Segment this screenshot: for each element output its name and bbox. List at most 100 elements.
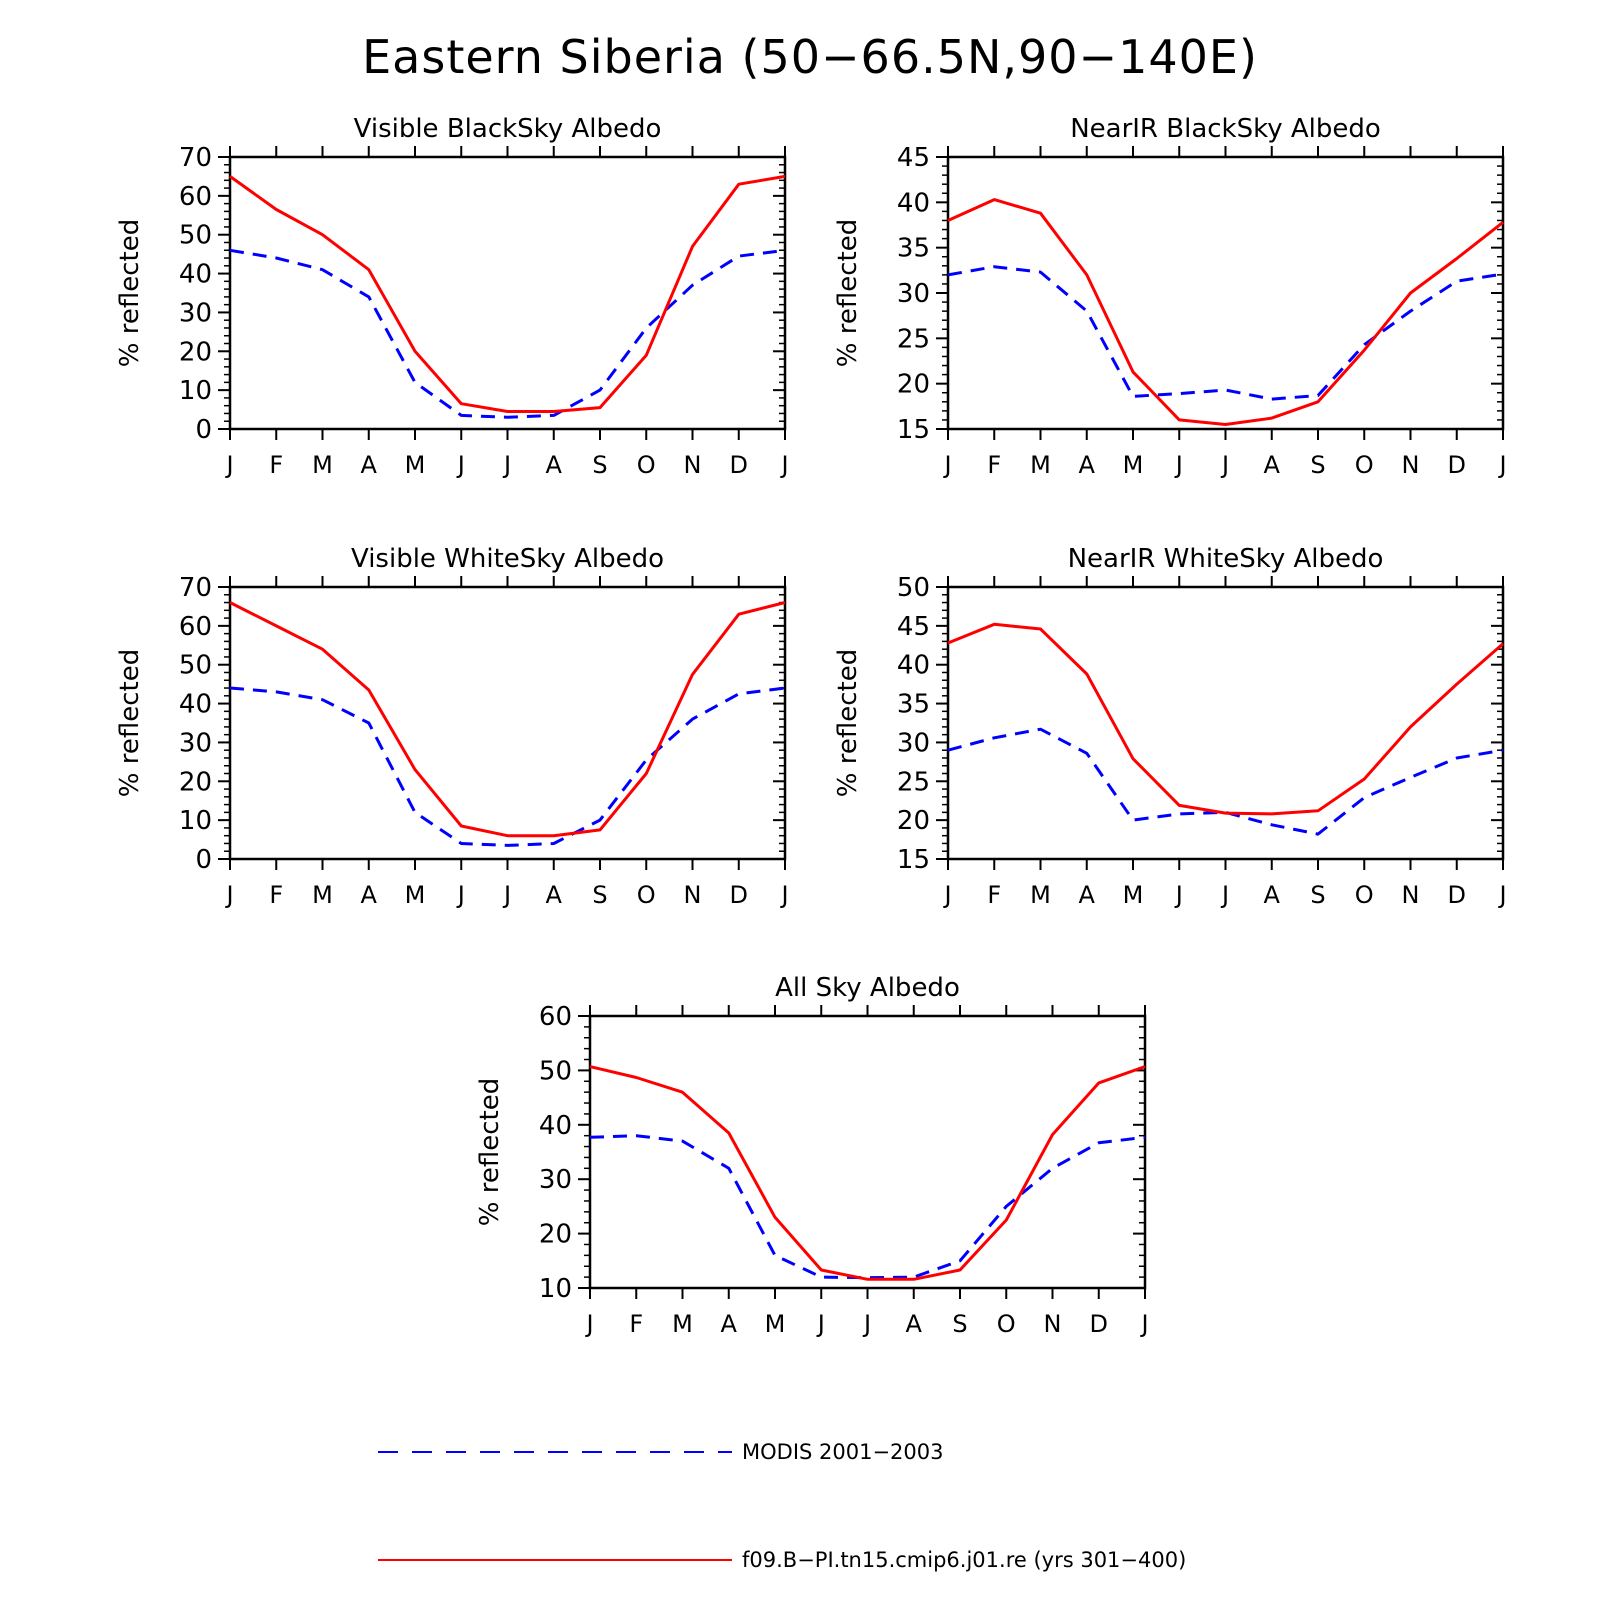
y-tick-label: 10 — [179, 376, 212, 406]
figure-title: Eastern Siberia (50−66.5N,90−140E) — [362, 30, 1258, 84]
y-tick-label: 40 — [179, 690, 212, 720]
y-axis-label: % reflected — [475, 1078, 505, 1226]
plot-frame — [228, 155, 787, 431]
x-tick-label: J — [456, 881, 465, 909]
x-tick-label: J — [584, 1310, 593, 1338]
x-tick-label: M — [405, 881, 426, 909]
series-line-modis — [229, 248, 786, 419]
y-tick-label: 20 — [897, 370, 930, 400]
y-tick-label: 35 — [897, 234, 930, 264]
series-line-model — [229, 601, 786, 838]
series-line-modis — [229, 686, 786, 847]
x-tick-label: N — [1044, 1310, 1062, 1338]
x-tick-label: M — [1030, 451, 1051, 479]
panel-title: All Sky Albedo — [775, 973, 960, 1003]
plot-frame — [228, 585, 787, 861]
panel-title: Visible WhiteSky Albedo — [351, 544, 664, 574]
series-line-modis — [947, 727, 1504, 836]
series-line-model — [947, 198, 1504, 426]
panel-title: NearIR BlackSky Albedo — [1070, 114, 1381, 144]
y-tick-label: 60 — [539, 1002, 572, 1032]
x-tick-label: O — [1355, 451, 1374, 479]
x-tick-label: S — [592, 451, 607, 479]
x-tick-label: D — [1090, 1310, 1108, 1338]
x-tick-label: A — [546, 451, 563, 479]
panel-title: Visible BlackSky Albedo — [354, 114, 662, 144]
x-tick-label: J — [779, 451, 788, 479]
y-tick-label: 50 — [897, 573, 930, 603]
series-line-modis — [947, 265, 1504, 401]
x-tick-label: O — [637, 451, 656, 479]
y-tick-label: 45 — [897, 143, 930, 173]
x-tick-label: O — [637, 881, 656, 909]
x-tick-label: J — [942, 451, 951, 479]
x-tick-label: J — [502, 881, 511, 909]
y-tick-label: 50 — [179, 651, 212, 681]
y-tick-label: 40 — [897, 188, 930, 218]
x-tick-label: A — [906, 1310, 923, 1338]
x-tick-label: A — [1079, 451, 1096, 479]
y-tick-label: 20 — [539, 1220, 572, 1250]
y-tick-label: 10 — [179, 806, 212, 836]
x-tick-label: M — [1030, 881, 1051, 909]
x-tick-label: A — [1264, 451, 1281, 479]
y-tick-label: 30 — [179, 298, 212, 328]
x-tick-label: M — [765, 1310, 786, 1338]
x-tick-label: J — [1174, 881, 1183, 909]
x-tick-label: J — [1174, 451, 1183, 479]
x-tick-label: F — [987, 451, 1001, 479]
x-tick-label: J — [456, 451, 465, 479]
y-tick-label: 10 — [539, 1274, 572, 1304]
y-axis-label: % reflected — [833, 649, 863, 797]
y-tick-label: 30 — [897, 728, 930, 758]
y-tick-label: 40 — [179, 260, 212, 290]
x-tick-label: J — [224, 881, 233, 909]
x-tick-label: J — [862, 1310, 871, 1338]
x-tick-label: N — [1402, 881, 1420, 909]
x-tick-label: O — [997, 1310, 1016, 1338]
x-tick-label: A — [721, 1310, 738, 1338]
x-tick-label: A — [361, 881, 378, 909]
panel-title: NearIR WhiteSky Albedo — [1068, 544, 1384, 574]
y-tick-label: 70 — [179, 573, 212, 603]
x-tick-label: M — [405, 451, 426, 479]
y-tick-label: 0 — [195, 845, 212, 875]
legend: MODIS 2001−2003 f09.B−PI.tn15.cmip6.j01.… — [378, 1440, 1186, 1572]
y-tick-label: 30 — [539, 1165, 572, 1195]
y-axis-label: % reflected — [115, 219, 145, 367]
x-tick-label: S — [952, 1310, 967, 1338]
y-tick-label: 25 — [897, 324, 930, 354]
x-tick-label: M — [1123, 451, 1144, 479]
x-tick-label: F — [987, 881, 1001, 909]
x-tick-label: D — [1448, 881, 1466, 909]
series-line-modis — [589, 1134, 1146, 1280]
series-line-model — [589, 1065, 1146, 1281]
x-tick-label: S — [592, 881, 607, 909]
x-tick-label: J — [1139, 1310, 1148, 1338]
x-tick-label: S — [1310, 881, 1325, 909]
x-tick-label: J — [1497, 451, 1506, 479]
x-tick-label: D — [730, 881, 748, 909]
y-tick-label: 45 — [897, 612, 930, 642]
x-tick-label: A — [546, 881, 563, 909]
x-tick-label: J — [502, 451, 511, 479]
y-tick-label: 40 — [539, 1111, 572, 1141]
x-tick-label: M — [1123, 881, 1144, 909]
x-tick-label: J — [1497, 881, 1506, 909]
x-tick-label: O — [1355, 881, 1374, 909]
y-tick-label: 60 — [179, 612, 212, 642]
y-tick-label: 20 — [897, 806, 930, 836]
x-tick-label: J — [779, 881, 788, 909]
y-tick-label: 15 — [897, 845, 930, 875]
y-tick-label: 40 — [897, 651, 930, 681]
x-tick-label: M — [672, 1310, 693, 1338]
y-tick-label: 50 — [539, 1056, 572, 1086]
series-line-model — [947, 622, 1504, 816]
legend-label-model: f09.B−PI.tn15.cmip6.j01.re (yrs 301−400) — [742, 1548, 1186, 1572]
y-tick-label: 25 — [897, 767, 930, 797]
